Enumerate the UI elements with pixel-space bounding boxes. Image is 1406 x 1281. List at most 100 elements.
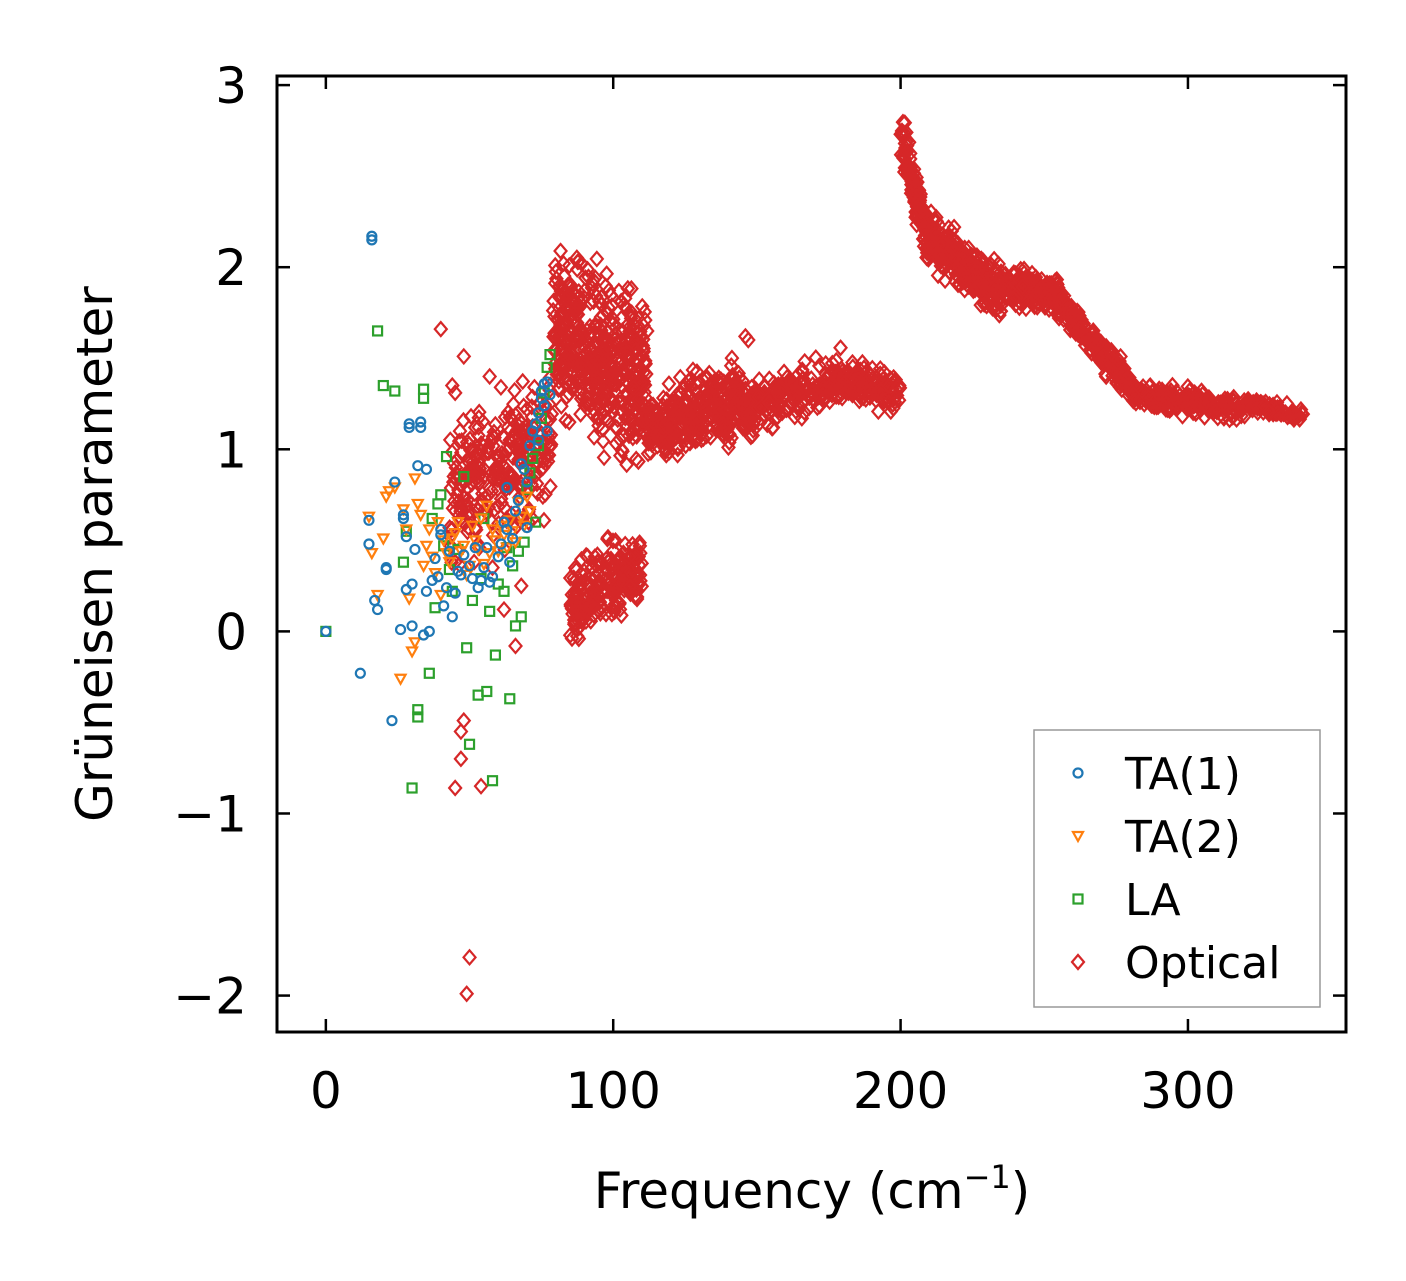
data-point	[544, 389, 556, 401]
legend: TA(1) TA(2) LA Optical	[1033, 729, 1321, 1008]
data-point	[913, 202, 929, 221]
data-point	[405, 646, 419, 659]
data-point	[579, 321, 595, 340]
data-point	[643, 443, 659, 461]
data-point	[717, 386, 733, 405]
data-point	[415, 421, 427, 434]
data-point	[712, 421, 728, 440]
data-point	[478, 562, 490, 574]
data-point	[612, 594, 627, 612]
data-point	[510, 508, 526, 526]
data-point	[672, 368, 688, 387]
data-point	[444, 376, 460, 395]
data-point	[794, 361, 810, 379]
data-point	[991, 306, 1007, 324]
data-point	[523, 506, 537, 519]
data-point	[1053, 286, 1069, 304]
data-point	[496, 600, 512, 619]
data-point	[689, 363, 705, 381]
data-point	[612, 600, 628, 619]
data-point	[776, 363, 792, 381]
data-point	[389, 476, 401, 488]
data-point	[598, 605, 614, 623]
data-point	[488, 458, 504, 476]
data-point	[435, 529, 447, 541]
data-point	[600, 304, 616, 322]
data-point	[504, 693, 516, 705]
data-point	[453, 722, 469, 741]
data-point	[436, 535, 451, 548]
data-point	[564, 586, 580, 604]
data-point	[462, 430, 478, 448]
data-point	[507, 532, 519, 545]
data-point	[1054, 289, 1070, 308]
data-point	[400, 583, 412, 596]
data-point	[515, 450, 531, 469]
data-point	[738, 417, 754, 436]
data-point	[721, 438, 736, 457]
data-point	[442, 557, 457, 570]
data-point	[761, 394, 777, 412]
data-point	[682, 400, 698, 418]
data-point	[615, 345, 631, 364]
y-axis-title: Grüneisen parameter	[66, 286, 124, 822]
data-point	[467, 418, 483, 437]
data-point	[501, 523, 513, 536]
data-point	[995, 280, 1011, 298]
y-tick-label: −2	[173, 968, 247, 1026]
data-point	[456, 411, 471, 430]
data-point	[515, 611, 527, 623]
data-point	[534, 459, 550, 478]
data-point	[438, 540, 450, 552]
data-point	[610, 360, 626, 379]
data-point	[447, 779, 463, 797]
data-point	[447, 384, 463, 402]
data-point	[570, 253, 586, 271]
data-point	[459, 985, 475, 1003]
data-point	[412, 704, 424, 716]
data-point	[525, 388, 540, 406]
data-point	[586, 428, 602, 446]
data-point	[748, 397, 764, 415]
data-point	[693, 431, 709, 449]
data-point	[423, 625, 435, 637]
data-point	[447, 553, 463, 571]
data-point	[489, 649, 501, 661]
data-point	[1219, 394, 1235, 412]
data-point	[456, 540, 471, 554]
data-point	[1292, 410, 1307, 428]
data-point	[484, 576, 496, 588]
data-point	[530, 516, 542, 528]
data-point	[503, 421, 519, 440]
data-point	[320, 625, 332, 637]
data-point	[484, 605, 496, 617]
data-point	[622, 322, 637, 341]
legend-label: LA	[1125, 875, 1181, 926]
data-point	[492, 465, 508, 483]
data-point	[474, 491, 490, 510]
data-point	[538, 454, 554, 473]
data-point	[382, 486, 396, 499]
data-point	[387, 482, 402, 495]
data-point	[444, 520, 460, 538]
data-point	[410, 498, 425, 512]
data-point	[490, 449, 506, 468]
data-point	[515, 458, 527, 470]
data-point	[504, 410, 520, 428]
data-point	[476, 467, 492, 486]
data-point	[555, 288, 570, 306]
data-point	[604, 297, 620, 315]
data-point	[870, 402, 886, 421]
data-point	[572, 384, 587, 402]
data-point	[1038, 278, 1054, 297]
data-point	[532, 407, 545, 419]
data-point	[446, 611, 458, 623]
data-point	[815, 379, 831, 397]
data-point	[736, 397, 752, 415]
data-point	[563, 595, 579, 614]
legend-marker	[1071, 830, 1085, 844]
data-point	[563, 345, 579, 363]
data-point	[485, 427, 501, 446]
data-point	[950, 250, 965, 268]
